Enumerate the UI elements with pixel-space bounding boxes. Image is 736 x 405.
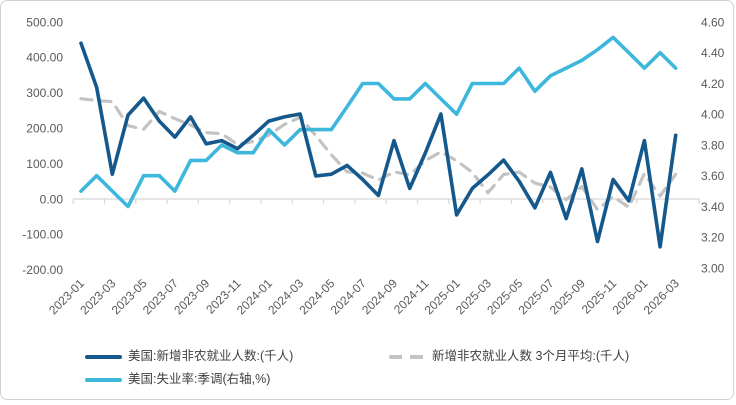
svg-text:3.80: 3.80 bbox=[701, 138, 725, 152]
payrolls-unemployment-line-chart: 500.00 400.00 300.00 200.00 100.00 0.00 -100.0… bbox=[22, 15, 725, 317]
svg-text:4.40: 4.40 bbox=[701, 46, 725, 60]
right-axis-labels: 4.60 4.40 4.20 4.00 3.80 3.60 3.40 3.20 3.00 bbox=[701, 15, 725, 275]
svg-text:400.00: 400.00 bbox=[26, 51, 63, 65]
svg-text:500.00: 500.00 bbox=[26, 15, 63, 29]
svg-text:-200.00: -200.00 bbox=[22, 263, 63, 277]
svg-text:0.00: 0.00 bbox=[40, 192, 64, 206]
legend-label-nonfarm-payrolls: 美国:新增非农就业人数:(千人) bbox=[128, 349, 294, 363]
three-month-average-line bbox=[79, 97, 678, 212]
legend-item-unemployment-rate: 美国:失业率:季调(右轴,%) bbox=[85, 372, 270, 387]
svg-text:3.00: 3.00 bbox=[701, 261, 725, 275]
unemployment-rate-line-swatch bbox=[85, 377, 122, 382]
svg-text:100.00: 100.00 bbox=[26, 157, 63, 171]
legend-item-3m-average: 新增非农就业人数 3个月平均:(千人) bbox=[389, 349, 629, 364]
legend-item-nonfarm-payrolls: 美国:新增非农就业人数:(千人) bbox=[85, 349, 293, 364]
svg-text:4.20: 4.20 bbox=[701, 77, 725, 91]
svg-text:4.00: 4.00 bbox=[701, 108, 725, 122]
svg-text:4.60: 4.60 bbox=[701, 15, 725, 29]
legend-label-3m-average: 新增非农就业人数 3个月平均:(千人) bbox=[432, 349, 630, 363]
three-month-average-line-swatch bbox=[389, 354, 426, 359]
svg-text:3.40: 3.40 bbox=[701, 200, 725, 214]
svg-text:2026-03: 2026-03 bbox=[641, 276, 682, 317]
svg-text:-100.00: -100.00 bbox=[22, 228, 63, 242]
nonfarm-payrolls-line-swatch bbox=[85, 354, 122, 359]
chart-legend: 美国:新增非农就业人数:(千人) 新增非农就业人数 3个月平均:(千人) 美国:… bbox=[1, 345, 733, 405]
legend-label-unemployment-rate: 美国:失业率:季调(右轴,%) bbox=[128, 372, 271, 386]
svg-text:300.00: 300.00 bbox=[26, 86, 63, 100]
svg-text:3.20: 3.20 bbox=[701, 231, 725, 245]
svg-text:200.00: 200.00 bbox=[26, 122, 63, 136]
nonfarm-payrolls-line bbox=[79, 41, 678, 249]
series-lines bbox=[79, 35, 678, 249]
left-axis-labels: 500.00 400.00 300.00 200.00 100.00 0.00 -100.0… bbox=[22, 15, 63, 277]
x-axis-ticks bbox=[72, 199, 700, 204]
svg-text:3.60: 3.60 bbox=[701, 169, 725, 183]
x-axis-labels: 2023-012023-032023-052023-072023-092023-… bbox=[46, 276, 682, 317]
unemployment-rate-line bbox=[79, 35, 678, 209]
